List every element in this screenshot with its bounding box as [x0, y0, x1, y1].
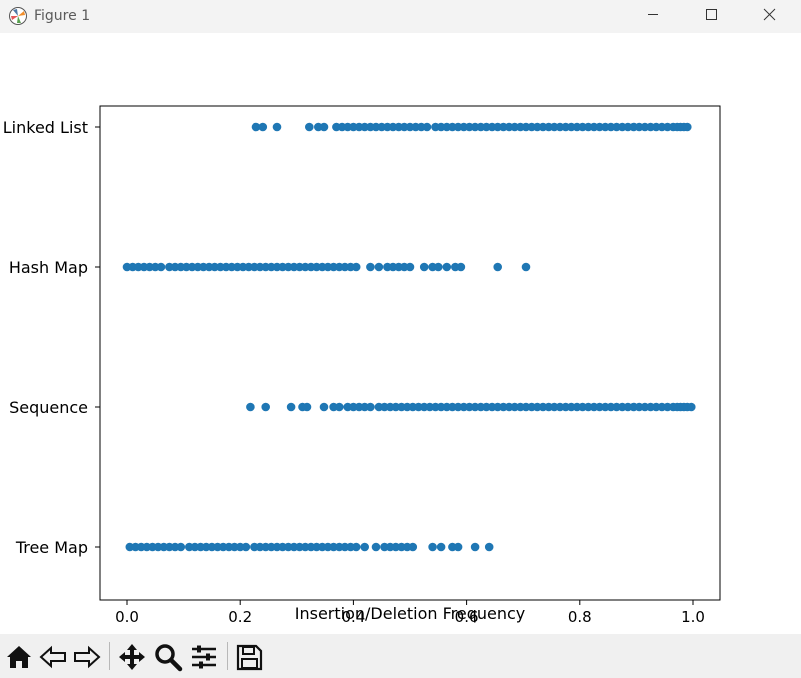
data-point — [319, 122, 329, 132]
data-point — [442, 262, 452, 272]
x-tick-label: 0.6 — [455, 608, 479, 626]
data-point — [286, 402, 296, 412]
plot-area — [99, 105, 721, 601]
pan-icon — [119, 644, 145, 670]
data-point — [428, 542, 437, 552]
pan-button[interactable] — [117, 642, 147, 672]
close-button[interactable] — [741, 0, 799, 33]
data-point — [419, 262, 429, 272]
data-point — [351, 542, 361, 552]
minimize-button[interactable] — [624, 0, 682, 33]
matplotlib-logo-icon — [9, 7, 27, 25]
data-point — [453, 542, 463, 552]
title-bar: Figure 1 — [0, 0, 801, 33]
toolbar-separator — [227, 642, 228, 670]
data-point — [241, 542, 251, 552]
maximize-icon — [706, 9, 717, 20]
configure-subplots-button[interactable] — [189, 642, 219, 672]
data-point — [456, 262, 466, 272]
data-point — [405, 262, 415, 272]
data-point — [484, 542, 494, 552]
data-point — [493, 262, 503, 272]
y-tick-label: Tree Map — [15, 538, 88, 557]
data-point — [305, 122, 314, 132]
x-tick-label: 1.0 — [681, 608, 705, 626]
data-point — [434, 262, 443, 272]
forward-button[interactable] — [72, 642, 102, 672]
data-point — [360, 542, 370, 552]
data-point — [408, 542, 418, 552]
data-point — [366, 262, 375, 272]
data-point — [261, 402, 271, 412]
zoom-icon — [155, 644, 183, 672]
data-point — [319, 402, 329, 412]
home-icon — [7, 646, 31, 668]
data-point — [470, 542, 480, 552]
data-point — [335, 402, 344, 412]
configure-icon — [192, 645, 216, 669]
data-point — [436, 542, 446, 552]
navigation-toolbar — [0, 634, 801, 678]
window-title: Figure 1 — [34, 8, 91, 24]
data-point — [246, 402, 255, 412]
zoom-button[interactable] — [153, 642, 183, 672]
y-axis-ticks: Tree Map Sequence Hash Map Linked List — [3, 118, 100, 557]
data-point — [422, 122, 432, 132]
close-icon — [763, 8, 776, 21]
minimize-icon — [648, 14, 658, 15]
data-point — [258, 122, 268, 132]
forward-icon — [74, 645, 101, 669]
data-point — [156, 262, 166, 272]
toolbar-separator — [109, 642, 110, 670]
data-point — [251, 122, 261, 132]
back-icon — [39, 645, 66, 669]
data-point — [683, 122, 692, 132]
scatter-plot: 0.0 0.2 0.4 0.6 0.8 1.0 Tree Map Sequence Hash … — [3, 105, 721, 626]
x-tick-label: 0.4 — [341, 608, 365, 626]
x-tick-label: 0.0 — [115, 608, 139, 626]
y-tick-label: Hash Map — [9, 258, 88, 277]
save-button[interactable] — [234, 642, 264, 672]
data-point — [521, 262, 531, 272]
y-tick-label: Sequence — [9, 398, 88, 417]
data-point — [687, 402, 696, 412]
x-axis-ticks: 0.0 0.2 0.4 0.6 0.8 1.0 — [115, 600, 705, 626]
data-point — [374, 262, 384, 272]
maximize-button[interactable] — [682, 0, 740, 33]
data-point — [302, 402, 312, 412]
back-button[interactable] — [38, 642, 68, 672]
data-point — [371, 542, 381, 552]
data-point — [366, 402, 375, 412]
data-point — [176, 542, 186, 552]
home-button[interactable] — [4, 642, 34, 672]
x-tick-label: 0.8 — [568, 608, 592, 626]
save-icon — [236, 644, 263, 671]
x-tick-label: 0.2 — [228, 608, 252, 626]
y-tick-label: Linked List — [3, 118, 88, 137]
data-point — [351, 262, 361, 272]
data-points — [122, 122, 696, 552]
x-axis-label: Insertion/Deletion Frequency — [295, 604, 526, 623]
data-point — [272, 122, 282, 132]
